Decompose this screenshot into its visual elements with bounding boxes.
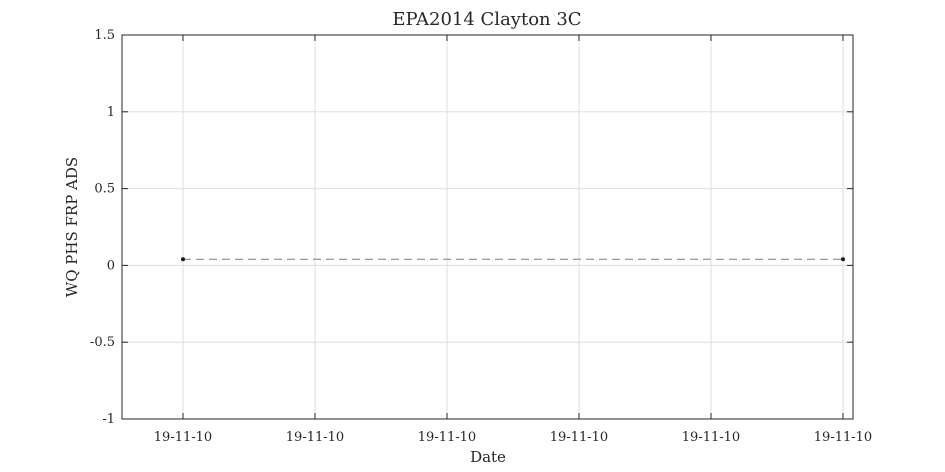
- y-tick-label: -0.5: [90, 335, 115, 350]
- grid-layer: [122, 35, 853, 419]
- chart-title: EPA2014 Clayton 3C: [392, 9, 581, 30]
- x-tick-label: 19-11-10: [814, 430, 872, 445]
- y-tick-label: 0.5: [94, 182, 115, 197]
- y-tick-label: -1: [102, 412, 115, 427]
- y-tick-label: 1.5: [94, 28, 115, 43]
- x-tick-label: 19-11-10: [682, 430, 740, 445]
- x-tick-label: 19-11-10: [286, 430, 344, 445]
- x-axis-label: Date: [470, 448, 506, 466]
- x-tick-label: 19-11-10: [418, 430, 476, 445]
- data-point: [181, 257, 185, 262]
- plot-area: [122, 35, 853, 419]
- x-tick-label: 19-11-10: [154, 430, 212, 445]
- y-tick-label: 1: [107, 105, 115, 120]
- series-layer: [181, 257, 845, 262]
- y-tick-label: 0: [107, 258, 115, 273]
- y-axis-label: WQ PHS FRP ADS: [63, 157, 81, 297]
- plot-frame: [121, 34, 854, 420]
- tick-layer: 1.5 1 0.5 0 -0.5 -1 19-11-10 19-11-10 19-11-10 19…: [90, 28, 872, 445]
- data-point: [841, 257, 845, 262]
- x-tick-label: 19-11-10: [550, 430, 608, 445]
